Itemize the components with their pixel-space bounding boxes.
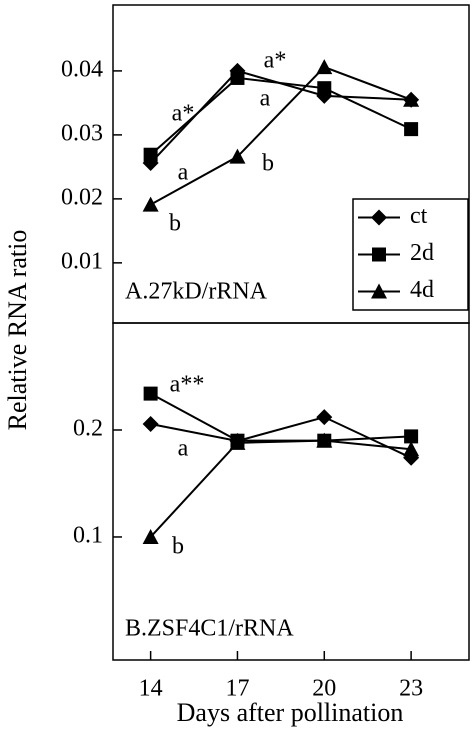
annotation: b — [169, 211, 181, 237]
annotation: a** — [170, 372, 205, 398]
legend-label: 4d — [410, 277, 434, 303]
annotation: a — [178, 160, 189, 186]
marker-diamond — [316, 409, 333, 426]
marker-triangle — [229, 148, 246, 164]
annotation: a* — [264, 48, 287, 74]
series-line — [150, 65, 412, 206]
marker-square — [230, 70, 245, 85]
y-tick-label: 0.01 — [61, 248, 103, 274]
marker-triangle — [403, 91, 420, 107]
annotation: b — [172, 534, 184, 560]
y-tick-label: 0.02 — [61, 184, 103, 210]
annotation: a* — [172, 101, 195, 127]
marker-square — [317, 81, 332, 96]
panel-title: B.ZSF4C1/rRNA — [125, 616, 294, 642]
legend-label: 2d — [410, 240, 434, 266]
marker-triangle — [403, 441, 420, 457]
x-tick-label: 17 — [225, 676, 249, 702]
y-tick-label: 0.1 — [73, 522, 103, 548]
marker-triangle — [316, 432, 333, 448]
y-tick-label: 0.04 — [61, 56, 103, 82]
marker-triangle — [142, 528, 159, 544]
marker-diamond — [142, 415, 159, 432]
legend-marker — [372, 247, 386, 262]
panel-frame — [112, 322, 470, 661]
marker-square — [404, 122, 419, 137]
annotation: a — [260, 86, 271, 112]
marker-triangle — [142, 196, 159, 212]
marker-triangle — [229, 434, 246, 450]
marker-square — [404, 429, 419, 444]
x-axis-label: Days after pollination — [177, 698, 404, 727]
y-tick-label: 0.03 — [61, 120, 103, 146]
annotation: b — [262, 151, 274, 177]
series-line — [150, 392, 412, 442]
marker-square — [143, 386, 158, 401]
panel-title: A.27kD/rRNA — [125, 279, 268, 305]
legend-marker — [371, 209, 387, 226]
y-axis-label: Relative RNA ratio — [3, 230, 32, 431]
marker-triangle — [316, 59, 333, 75]
marker-square — [143, 147, 158, 162]
annotation: a — [178, 436, 189, 462]
series-line — [149, 76, 412, 156]
legend-marker — [371, 283, 387, 299]
series-line — [150, 416, 412, 459]
series-line — [149, 439, 412, 538]
x-tick-label: 20 — [312, 676, 336, 702]
legend-label: ct — [410, 203, 428, 229]
y-tick-label: 0.2 — [73, 415, 103, 441]
x-tick-label: 14 — [139, 676, 163, 702]
x-tick-label: 23 — [399, 676, 423, 702]
